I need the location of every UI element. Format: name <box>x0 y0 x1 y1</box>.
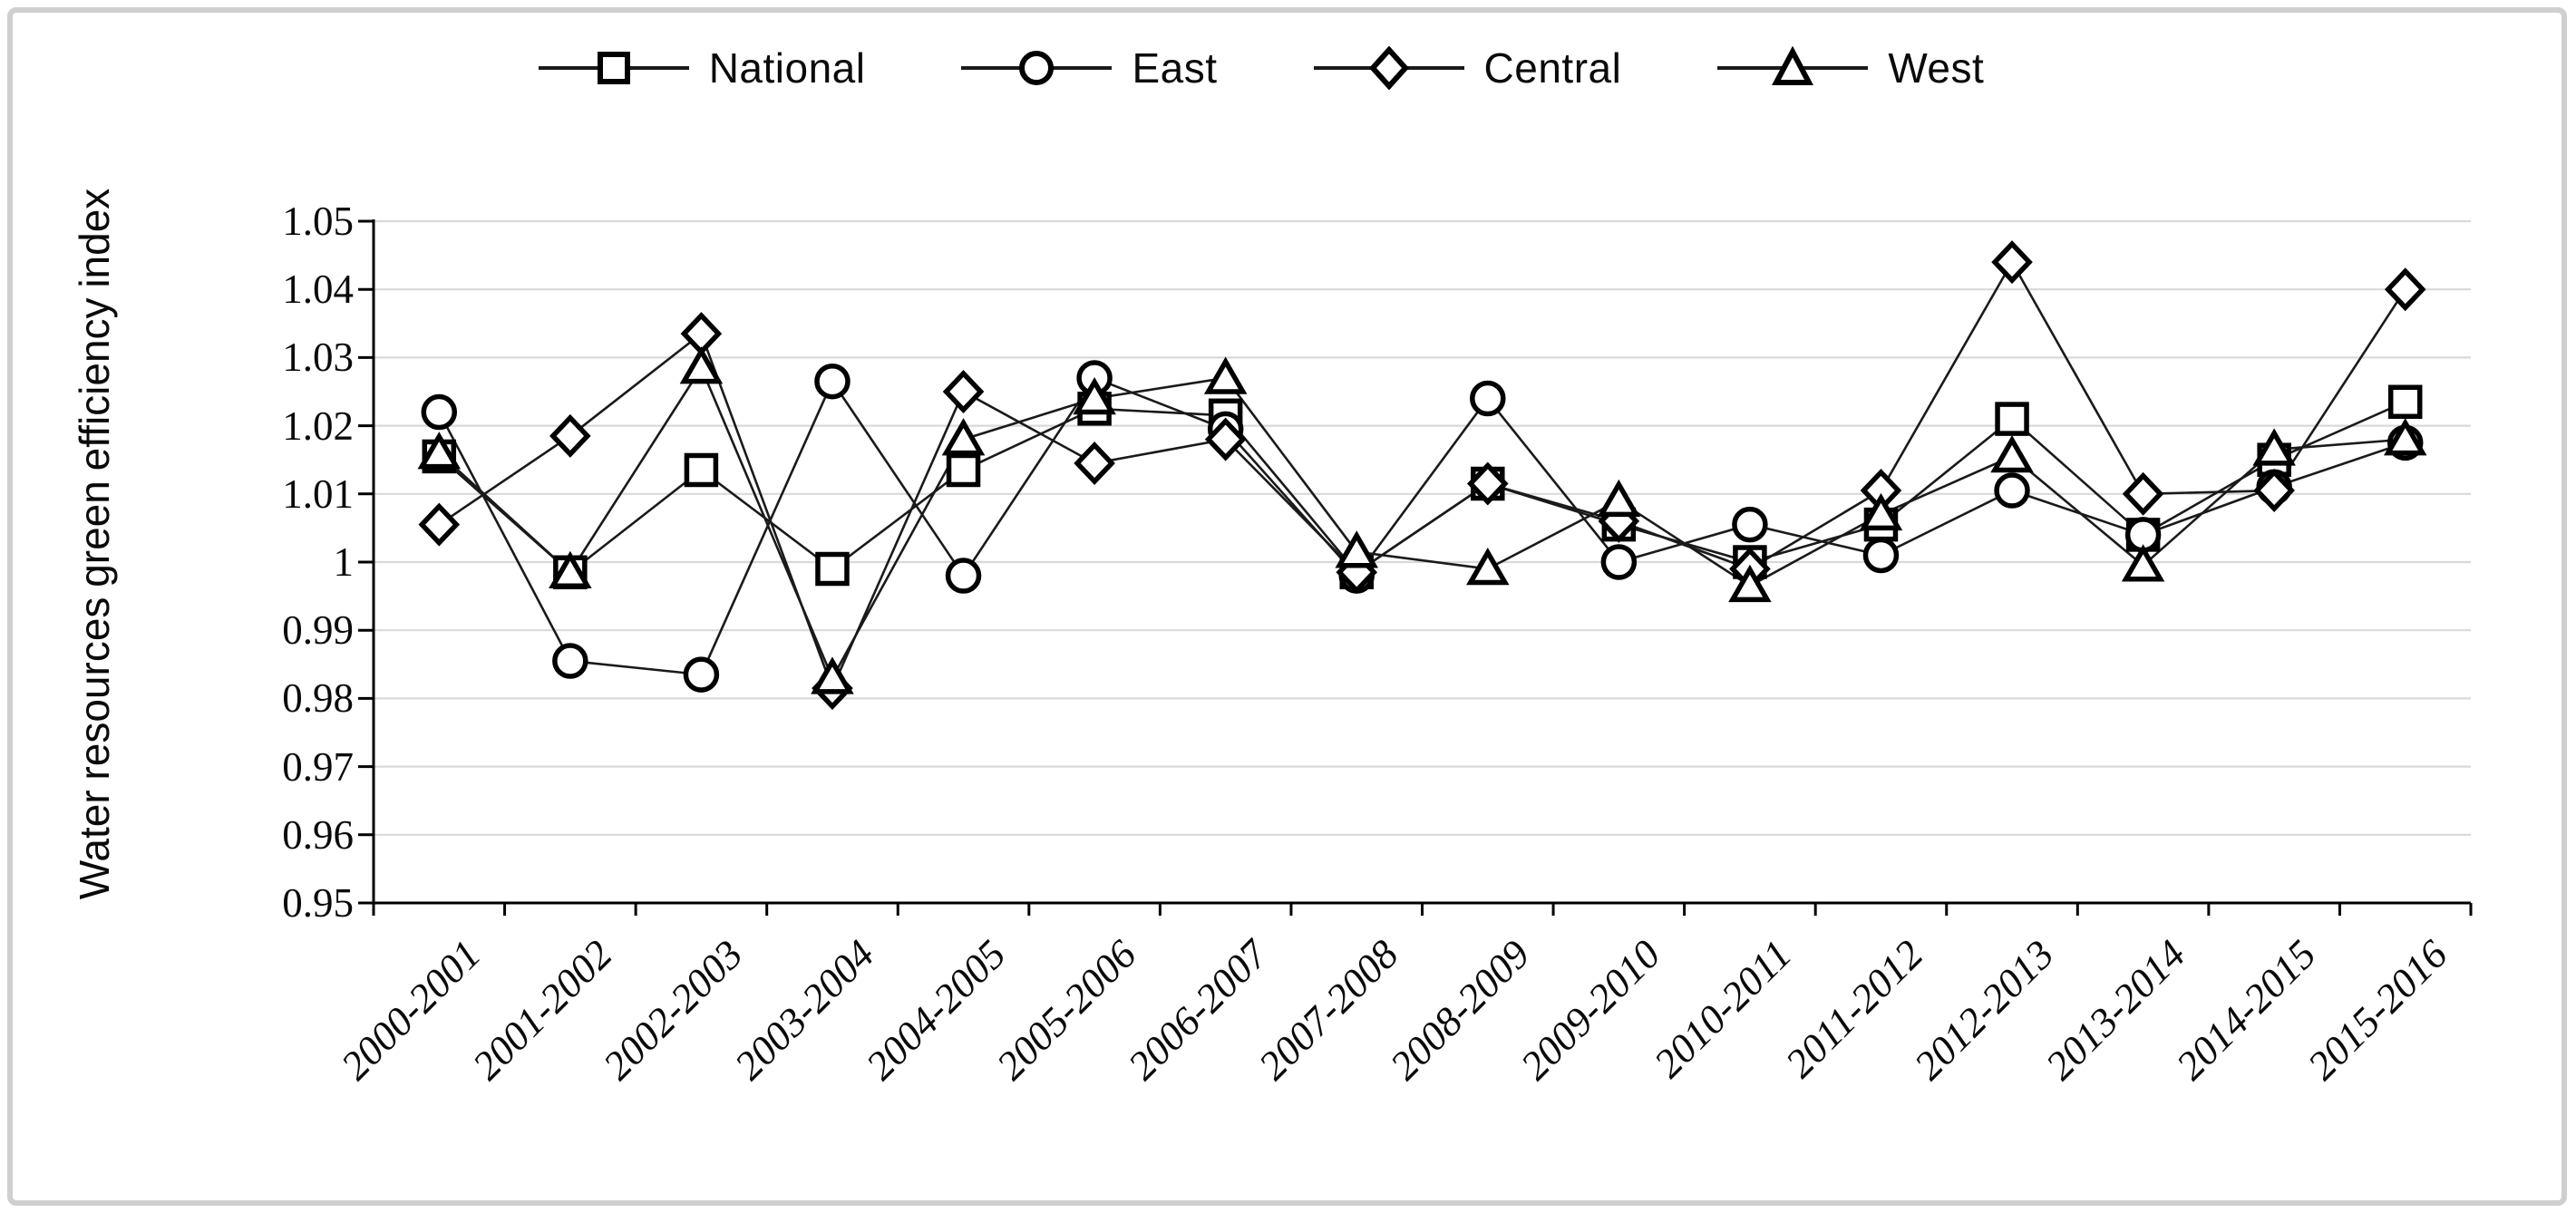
data-point-east-2009-2010 <box>1600 544 1638 580</box>
y-axis-title: Water resources green efficiency index <box>71 188 118 900</box>
y-tick-label: 1.04 <box>282 267 354 313</box>
data-point-national-2004-2005 <box>946 452 981 488</box>
data-point-national-2002-2003 <box>684 452 719 488</box>
legend-item-east: East <box>959 44 1217 92</box>
data-point-central-2000-2001 <box>418 502 461 547</box>
y-tick-label: 0.98 <box>282 675 354 722</box>
data-point-west-2009-2010 <box>1597 479 1641 518</box>
data-point-west-2006-2007 <box>1203 356 1248 394</box>
y-tick-label: 0.95 <box>282 880 354 926</box>
y-tick-label: 1.05 <box>282 199 354 244</box>
data-point-east-2011-2012 <box>1862 537 1900 574</box>
data-point-east-2008-2009 <box>1470 380 1506 417</box>
data-point-central-2014-2015 <box>2253 469 2295 513</box>
series-line-east <box>438 376 2406 676</box>
data-point-west-2008-2009 <box>1466 548 1510 586</box>
data-point-west-2011-2012 <box>1859 492 1903 531</box>
y-tick-label: 1.03 <box>282 335 354 381</box>
y-tick-label: 0.96 <box>282 811 354 858</box>
data-point-central-2012-2013 <box>1991 240 2033 285</box>
data-point-central-2001-2002 <box>549 413 591 458</box>
data-point-west-2005-2006 <box>1073 377 1116 415</box>
data-point-west-2015-2016 <box>2383 418 2427 456</box>
series-line-west <box>438 364 2406 681</box>
data-point-west-2007-2008 <box>1335 530 1378 568</box>
diamond-marker-icon <box>1313 45 1464 91</box>
data-point-national-2003-2004 <box>815 551 850 587</box>
data-point-west-2001-2002 <box>549 550 592 589</box>
y-tick-label: 1.01 <box>282 471 354 517</box>
data-point-central-2008-2009 <box>1466 461 1509 506</box>
square-marker-icon <box>538 52 689 84</box>
legend-item-west: West <box>1716 44 1984 92</box>
data-point-central-2015-2016 <box>2384 267 2426 312</box>
legend-label-national: National <box>708 44 866 92</box>
legend-label-central: Central <box>1483 44 1622 92</box>
data-point-national-2012-2013 <box>1995 402 2029 436</box>
y-tick-label: 1 <box>333 539 355 585</box>
y-tick-label: 1.02 <box>282 403 354 449</box>
data-point-central-2006-2007 <box>1204 417 1247 461</box>
data-point-central-2013-2014 <box>2122 471 2164 516</box>
legend: National East Central West <box>0 44 2521 92</box>
data-point-east-2012-2013 <box>1994 472 2030 509</box>
data-point-east-2000-2001 <box>421 393 458 431</box>
data-point-east-2010-2011 <box>1732 506 1768 543</box>
legend-item-national: National <box>537 44 866 92</box>
legend-item-central: Central <box>1312 44 1622 92</box>
data-point-east-2003-2004 <box>814 363 851 400</box>
series-line-central <box>438 259 2406 692</box>
data-point-east-2001-2002 <box>552 643 588 679</box>
y-tick-label: 0.97 <box>282 743 354 790</box>
data-point-central-2004-2005 <box>942 370 985 413</box>
legend-label-west: West <box>1888 44 1985 92</box>
data-point-west-2012-2013 <box>1990 434 2034 473</box>
data-point-central-2002-2003 <box>680 312 723 356</box>
data-point-west-2014-2015 <box>2252 428 2296 466</box>
data-point-west-2002-2003 <box>679 346 724 384</box>
data-point-west-2013-2014 <box>2121 544 2165 582</box>
data-point-east-2002-2003 <box>683 656 720 693</box>
data-point-west-2000-2001 <box>417 432 462 470</box>
data-point-national-2015-2016 <box>2387 384 2423 420</box>
triangle-marker-icon <box>1717 45 1869 85</box>
data-point-central-2005-2006 <box>1074 441 1115 485</box>
y-tick-label: 0.99 <box>282 607 354 654</box>
legend-label-east: East <box>1132 44 1218 92</box>
circle-marker-icon <box>961 51 1113 85</box>
data-point-east-2004-2005 <box>945 558 982 594</box>
data-point-west-2004-2005 <box>941 418 986 456</box>
data-point-west-2010-2011 <box>1728 564 1772 603</box>
data-point-west-2003-2004 <box>811 656 854 694</box>
